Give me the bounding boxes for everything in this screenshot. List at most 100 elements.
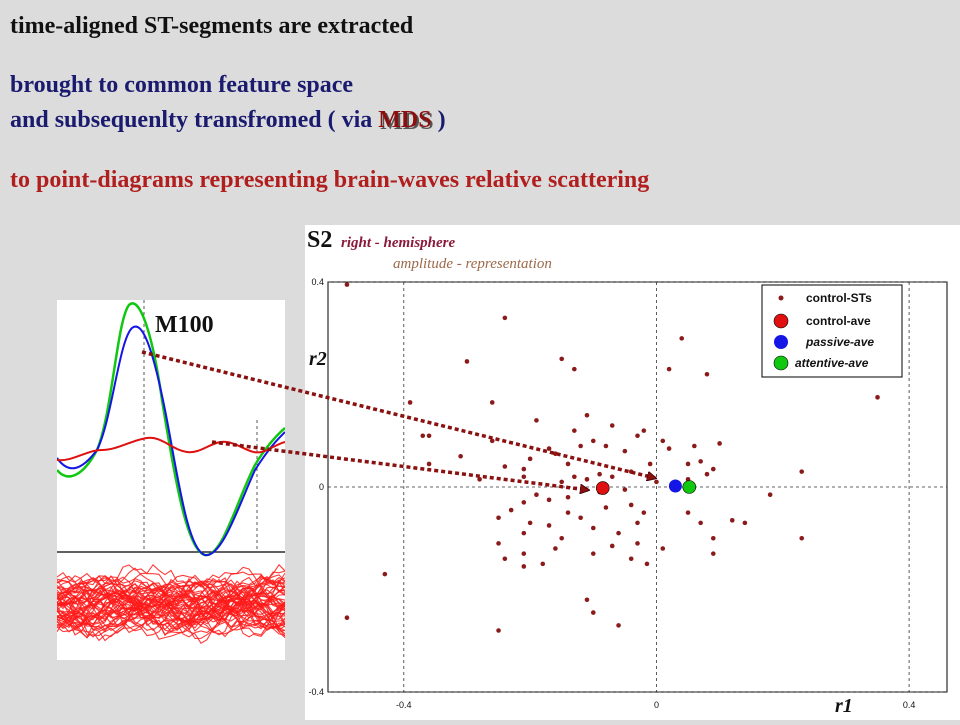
chart-subtitle: amplitude - representation (393, 256, 552, 272)
control-st-point (572, 474, 577, 480)
heading-line-3-prefix: and subsequenlty transfromed ( via (10, 107, 379, 133)
scatter-panel: -0.4 0 0.4 0.4 0 -0.4 S2 right - hemisphere a… (305, 225, 960, 720)
heading-line-2: brought to common feature space (10, 72, 354, 98)
control-st-point (660, 438, 666, 444)
control-st-point (540, 561, 546, 567)
heading-line-1: time-aligned ST-segments are extracted (10, 13, 414, 39)
legend-marker-control-ave (773, 313, 789, 329)
legend-label-attentive-ave: attentive-ave (795, 356, 869, 370)
x-axis-label: r1 (835, 695, 853, 717)
mds-shadow: MDS (380, 109, 434, 135)
control-ave-point (595, 481, 610, 495)
control-st-point (572, 428, 577, 433)
heading-line-3: and subsequenlty transfromed ( via MDS MD… (10, 107, 446, 135)
legend-label-control-ave: control-ave (806, 314, 871, 328)
control-st-point (578, 443, 583, 449)
control-st-point (767, 492, 773, 497)
control-st-point (521, 474, 527, 480)
waveform-panel: M100 (57, 300, 285, 660)
control-st-point (641, 428, 647, 433)
control-st-point (875, 395, 880, 400)
control-st-point (489, 400, 495, 405)
st-segment-trace (57, 586, 285, 626)
st-segment-trace (57, 575, 285, 629)
control-st-point (534, 492, 539, 497)
control-st-point (644, 561, 650, 567)
control-st-point (559, 535, 565, 541)
control-st-point (799, 469, 805, 474)
control-st-point (628, 502, 634, 508)
control-st-point (565, 461, 571, 467)
control-st-point (698, 520, 703, 526)
control-st-point (641, 510, 647, 515)
control-st-point (609, 474, 615, 480)
control-st-point (590, 438, 596, 444)
waveform-svg: M100 (57, 300, 285, 644)
st-segment-trace (57, 594, 285, 638)
control-st-point (704, 471, 710, 477)
control-st-point (628, 469, 634, 474)
control-st-point (584, 597, 590, 603)
st-segment-trace (57, 576, 285, 632)
control-st-point (521, 551, 527, 556)
control-st-point (344, 615, 350, 620)
control-st-point (710, 535, 716, 541)
control-st-point (344, 282, 350, 287)
legend-label-control-sts: control-STs (806, 291, 872, 305)
control-st-point (685, 510, 691, 515)
control-st-point (565, 494, 571, 500)
control-st-point (502, 556, 508, 562)
legend-marker-control-sts (778, 295, 784, 301)
control-st-point (692, 443, 697, 449)
legend-label-passive-ave: passive-ave (805, 335, 874, 349)
control-st-point (508, 507, 514, 513)
control-st-point (578, 515, 583, 521)
st-segment-trace (57, 582, 285, 630)
st-segment-trace (57, 590, 285, 639)
control-st-point (622, 448, 628, 454)
y-axis-label: r2 (309, 348, 327, 370)
control-st-point (559, 479, 565, 485)
legend-marker-attentive-ave (773, 355, 789, 371)
control-st-point (584, 412, 590, 418)
st-segment-trace (57, 572, 285, 608)
chart-title: right - hemisphere (341, 235, 456, 251)
control-st-point (622, 487, 628, 492)
control-st-point (698, 459, 703, 464)
control-st-point (590, 610, 596, 615)
control-st-point (527, 456, 533, 462)
control-st-point (477, 477, 482, 482)
control-st-point (521, 500, 527, 505)
control-st-point (666, 366, 672, 372)
mds-text: MDS (378, 107, 432, 133)
control-st-point (559, 356, 565, 362)
x-tick-label: 0.4 (903, 700, 916, 710)
attentive-wave (57, 302, 285, 557)
control-st-point (597, 471, 602, 477)
control-st-point (502, 315, 508, 321)
control-st-point (628, 556, 634, 562)
control-st-point (553, 546, 558, 551)
waveform-label: M100 (155, 312, 214, 338)
control-st-point (553, 451, 558, 456)
legend: control-STs control-ave passive-ave atte… (761, 284, 903, 378)
y-tick-label: 0.4 (311, 277, 324, 287)
control-st-point (420, 433, 426, 439)
control-st-point (704, 371, 710, 377)
control-st-point (590, 551, 596, 556)
control-st-point (603, 505, 609, 510)
x-tick-label: 0 (654, 700, 659, 710)
y-axis-top-label: S2 (307, 227, 332, 253)
control-st-point (382, 571, 388, 577)
control-st-point (717, 441, 722, 446)
control-st-point (407, 400, 413, 405)
control-st-point (546, 446, 552, 451)
control-st-point (426, 461, 432, 467)
control-st-point (521, 530, 527, 536)
st-segment-trace (57, 585, 285, 644)
control-st-point (710, 466, 716, 472)
mds-label: MDS MDS (378, 107, 434, 135)
control-st-point (489, 438, 495, 444)
control-st-point (609, 543, 615, 549)
control-st-point (521, 564, 527, 569)
